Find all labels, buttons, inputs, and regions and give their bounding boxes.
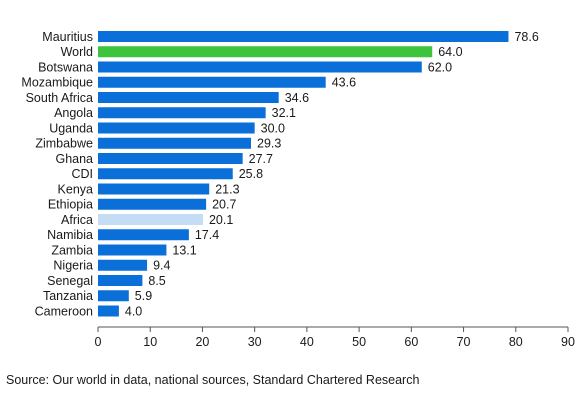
category-label: Botswana (38, 60, 93, 74)
category-label: Ghana (55, 152, 93, 166)
bar (98, 305, 119, 317)
bar (98, 153, 243, 164)
bar (98, 259, 148, 271)
bar (98, 61, 422, 73)
bar (98, 31, 509, 42)
x-tick-label: 40 (300, 335, 314, 349)
category-label: Zambia (51, 243, 93, 257)
x-axis: 0 10 20 30 40 50 60 70 80 90 (95, 326, 575, 349)
bar (98, 76, 326, 88)
data-label: 78.6 (514, 30, 538, 44)
x-tick-label: 0 (95, 335, 102, 349)
data-label: 29.3 (257, 137, 281, 151)
bar (98, 137, 252, 149)
category-label: CDI (71, 167, 93, 181)
data-label: 17.4 (195, 228, 219, 242)
category-label: Nigeria (53, 259, 93, 273)
category-label: Senegal (47, 274, 93, 288)
x-tick-label: 20 (195, 335, 209, 349)
category-label: Ethiopia (48, 198, 93, 212)
category-label: Cameroon (35, 304, 93, 318)
x-tick-label: 50 (352, 335, 366, 349)
data-label: 21.3 (215, 182, 239, 196)
bars-group: Mauritius 78.6 World 64.0 Botswana 62.0 Mozamb… (21, 30, 538, 318)
bar (98, 275, 143, 286)
category-label: Angola (54, 106, 93, 120)
x-tick-label: 30 (248, 335, 262, 349)
bar (98, 244, 167, 256)
category-label: World (61, 45, 93, 59)
category-label: Namibia (47, 228, 93, 242)
data-label: 34.6 (285, 91, 309, 105)
category-label: Mozambique (21, 76, 93, 90)
category-label: Zimbabwe (35, 137, 93, 151)
x-tick-label: 70 (457, 335, 471, 349)
category-label: Kenya (58, 182, 93, 196)
data-label: 64.0 (438, 45, 462, 59)
bar (98, 107, 266, 119)
category-label: Africa (61, 213, 93, 227)
category-label: Mauritius (42, 30, 93, 44)
x-tick-label: 10 (143, 335, 157, 349)
data-label: 32.1 (272, 106, 296, 120)
bar (98, 46, 433, 58)
bar-chart: Mauritius 78.6 World 64.0 Botswana 62.0 Mozamb… (21, 30, 575, 349)
data-label: 25.8 (239, 167, 263, 181)
data-label: 13.1 (172, 243, 196, 257)
bar (98, 290, 129, 302)
x-tick-label: 80 (509, 335, 523, 349)
data-label: 4.0 (125, 304, 142, 318)
data-label: 43.6 (332, 76, 356, 90)
x-tick-label: 90 (561, 335, 575, 349)
bar (98, 229, 189, 241)
data-label: 8.5 (148, 274, 165, 288)
x-tick-label: 60 (404, 335, 418, 349)
bar (98, 198, 207, 210)
data-label: 27.7 (249, 152, 273, 166)
bar (98, 168, 233, 180)
category-label: South Africa (26, 91, 93, 105)
category-label: Uganda (49, 121, 93, 135)
data-label: 9.4 (153, 259, 170, 273)
category-label: Tanzania (43, 289, 93, 303)
data-label: 5.9 (135, 289, 152, 303)
data-label: 20.1 (209, 213, 233, 227)
source-note: Source: Our world in data, national sour… (6, 373, 420, 387)
data-label: 20.7 (212, 198, 236, 212)
data-label: 30.0 (261, 121, 285, 135)
bar (98, 183, 210, 195)
bar (98, 92, 279, 103)
data-label: 62.0 (428, 60, 452, 74)
bar (98, 122, 255, 134)
bar (98, 214, 203, 225)
